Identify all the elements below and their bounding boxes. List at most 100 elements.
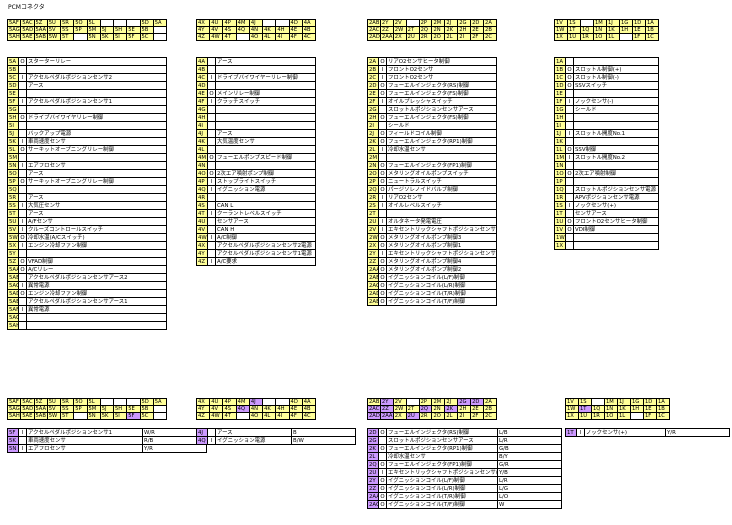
connector-pin-cell: 1E xyxy=(643,405,657,413)
pin-io xyxy=(18,185,27,194)
wire-color: W xyxy=(497,500,562,509)
pin-function: フューエルインジェクタ(RS)制御 xyxy=(386,81,497,90)
pin-io xyxy=(565,177,574,186)
connector-pin-cell: 1X xyxy=(554,33,568,41)
connector-row: 2AB 2Y 2V 2P 2M 2J 2G 2D 2A xyxy=(367,19,497,27)
pin-id: 4V xyxy=(196,225,208,234)
pin-row: 1F I ノックセンサ(-) xyxy=(554,97,659,106)
pin-function xyxy=(26,321,167,330)
wire-color: Y/R xyxy=(142,444,207,453)
pin-row: 2Q O パージソレノイドバルブ制御 xyxy=(367,185,497,194)
connector-pin-cell: 4A xyxy=(301,398,317,406)
wire-color: G/R xyxy=(497,460,562,469)
connector-pin-cell: 2E xyxy=(470,26,485,34)
connector-row: 5AH 5AE 5AB 5W 5T 5N 5K 5I 5F 5C xyxy=(6,412,168,420)
pin-id: 4I xyxy=(196,121,208,130)
pin-id: 5N xyxy=(7,161,19,170)
connector-row: 5AF 5AC 5Z 5U 5R 5O 5L 5D 5A xyxy=(6,398,168,406)
connector-pin-cell: 1O xyxy=(604,412,618,420)
pin-row: 5K I 車両速度センサ xyxy=(7,137,167,146)
pin-function: 異常電源 xyxy=(26,305,167,314)
pin-function: アクセルペダルポジションセンサ1 xyxy=(26,97,167,106)
pin-row: 4S CAN L xyxy=(196,201,316,210)
connector-row: 4X 4U 4P 4M 4J 4D 4A xyxy=(195,398,317,406)
pin-id: 1O xyxy=(554,169,566,178)
connector-pin-cell: 2K xyxy=(444,405,459,413)
wire-table: 1T I ノックセンサ(+) Y/R xyxy=(565,428,730,437)
pin-row: 5E xyxy=(7,89,167,98)
connector-pin-cell: 5AG xyxy=(6,405,22,413)
pin-io: O xyxy=(378,185,387,194)
connector-pin-cell: 1L xyxy=(617,412,631,420)
connector-pin-cell: 4Y xyxy=(195,405,211,413)
connector-row: 4Y 4V 4S 4Q 4N 4K 4H 4E 4B xyxy=(195,405,317,413)
pin-io: I xyxy=(378,249,387,258)
connector-pin-cell: 5E xyxy=(126,26,141,34)
connector-pin-cell: 2H xyxy=(457,26,472,34)
pin-function: フロントO2センサヒータ制御 xyxy=(573,217,659,226)
connector-row: 5AF 5AC 5Z 5U 5R 5O 5L 5D 5A xyxy=(6,19,168,27)
connector-pin-cell: 4L xyxy=(262,33,277,41)
connector-pin-cell: 2D xyxy=(470,398,485,406)
connector-pin-cell xyxy=(405,398,420,406)
pin-id: 2M xyxy=(367,153,379,162)
pin-row: 2L I 冷却水温センサ xyxy=(367,145,497,154)
connector-pin-cell xyxy=(630,412,644,420)
connector-pin-cell: 4P xyxy=(222,398,237,406)
connector-pin-cell: 2N xyxy=(431,26,446,34)
pin-function xyxy=(573,177,659,186)
pin-row: 5ACI異常電源 xyxy=(7,281,167,290)
connector-pin-cell: 5C xyxy=(139,412,154,420)
pin-io: I xyxy=(378,97,387,106)
pin-function: 冷却水温センサ xyxy=(386,145,497,154)
connector-row: 4X 4U 4P 4M 4J 4D 4A xyxy=(195,19,317,27)
connector-pin-cell: 1T xyxy=(567,26,581,34)
pin-function xyxy=(215,65,316,74)
connector-pin-cell: 4W xyxy=(209,33,224,41)
pin-row: 1W xyxy=(554,233,659,242)
pin-io: I xyxy=(378,193,387,202)
pin-function: A/Cリレー xyxy=(26,265,167,274)
connector-pin-cell: 5P xyxy=(73,405,88,413)
pin-function: スロットル制御(-) xyxy=(573,73,659,82)
pin-function: フューエルインジェクタ(FS)制御 xyxy=(386,89,497,98)
pin-function: スロットル制御(+) xyxy=(573,65,659,74)
connector-pin-cell: 1S xyxy=(578,398,592,406)
pin-id: 5AH xyxy=(7,321,19,330)
connector-pin-cell xyxy=(591,398,605,406)
connector-pin-cell: 1M xyxy=(604,398,618,406)
pin-function: 車両速度センサ xyxy=(26,137,167,146)
pin-function: アース xyxy=(26,81,167,90)
pin-function: オルタネータ発電電圧 xyxy=(386,217,497,226)
pin-row: 2Z O メタリングオイルポンプ制御4 xyxy=(367,257,497,266)
pin-io: O xyxy=(565,225,574,234)
pin-io: O xyxy=(18,177,27,186)
pin-io: I xyxy=(18,428,27,437)
pin-id: 4E xyxy=(196,89,208,98)
pin-id: 4L xyxy=(196,145,208,154)
pin-id: 2E xyxy=(367,89,379,98)
pin-io: O xyxy=(378,281,387,290)
connector-pin-cell: 1E xyxy=(632,26,646,34)
wire-row: 2Q O フューエルインジェクタ(FP1)制御 G/R xyxy=(367,460,562,469)
connector-pin-cell: 1F xyxy=(643,412,657,420)
pin-io: O xyxy=(207,89,216,98)
pin-id: 2T xyxy=(367,209,379,218)
pin-id: 1V xyxy=(554,225,566,234)
pin-id: 5B xyxy=(7,65,19,74)
pin-io: O xyxy=(378,233,387,242)
pin-row: 4H xyxy=(196,113,316,122)
pin-io xyxy=(565,209,574,218)
pin-row: 1X xyxy=(554,241,659,250)
connector-pin-cell: 2H xyxy=(457,405,472,413)
pin-function xyxy=(386,209,497,218)
connector-pin-cell: 2K xyxy=(444,26,459,34)
connector-pin-cell: 1R xyxy=(591,412,605,420)
pin-io xyxy=(565,57,574,66)
pin-io: O xyxy=(565,217,574,226)
connector-pin-cell: 2X xyxy=(392,33,407,41)
pin-io xyxy=(18,209,27,218)
connector-pin-cell: 4K xyxy=(262,26,277,34)
pin-function: イグニッションコイル(L/F)制御 xyxy=(386,476,498,485)
connector-pin-cell: 5L xyxy=(86,19,101,27)
